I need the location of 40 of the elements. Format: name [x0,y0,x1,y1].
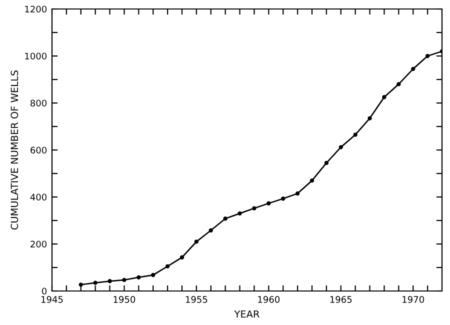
point [165,264,170,268]
point [295,191,300,196]
point [78,282,83,287]
x-axis-title: YEAR [234,310,260,318]
y-tick-label: 800 [30,100,47,107]
point [108,279,112,284]
y-tick-label: 1000 [25,52,47,60]
x-tick-label: 1970 [402,296,424,303]
point [238,211,242,216]
point [194,240,199,244]
point [338,145,343,150]
y-tick-label: 1200 [25,6,47,13]
y-tick-label: 0 [42,288,47,295]
point [122,278,126,282]
point [252,206,256,210]
y-tick-label: 200 [30,240,47,248]
point [310,178,314,183]
point [396,82,401,86]
point [266,201,271,206]
point [223,216,228,221]
point [281,196,286,201]
point [411,66,416,72]
point [151,272,156,278]
point [208,228,213,232]
y-axis-title: CUMULATIVE NUMBER OF WELLS [10,70,18,230]
y-tick-label: 600 [30,146,47,154]
point [180,255,184,260]
x-tick-label: 1945 [42,296,63,303]
point [382,95,386,100]
point [425,54,430,58]
point [324,160,329,166]
x-tick-label: 1955 [186,296,208,303]
point [368,116,372,120]
x-tick-label: 1950 [114,296,136,303]
point [136,275,141,280]
y-tick-label: 400 [30,194,47,201]
point [93,280,98,285]
x-tick-label: 1965 [330,296,352,303]
x-tick-label: 1960 [258,296,280,303]
point [353,132,358,137]
